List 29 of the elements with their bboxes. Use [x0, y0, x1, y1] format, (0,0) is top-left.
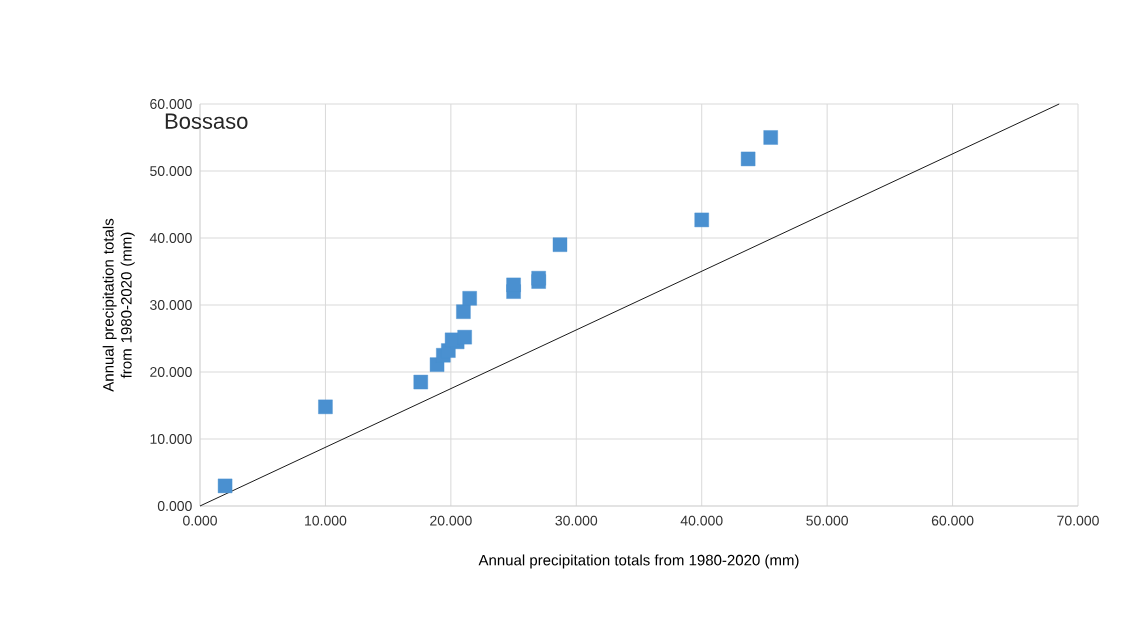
point	[217, 478, 233, 494]
point	[413, 374, 428, 390]
x-tick-label: 20.000	[430, 515, 472, 526]
x-tick-label: 50.000	[806, 515, 849, 526]
x-axis-title: Annual precipitation totals from 1980-2020 (mm)	[478, 554, 799, 569]
point	[457, 329, 472, 345]
chart-title: Bossaso	[165, 113, 248, 129]
y-tick-label: 50.000	[150, 166, 192, 176]
point	[506, 277, 521, 293]
x-tick-label: 40.000	[680, 515, 723, 526]
x-tick-label: 0.000	[183, 515, 217, 526]
y-tick-label: 0.000	[157, 501, 192, 511]
y-axis-title: Annual precipitation totals from 1980-2020 (mm)	[102, 218, 135, 392]
x-tick-label: 70.000	[1057, 515, 1099, 526]
point	[552, 237, 568, 252]
point	[694, 212, 709, 228]
x-tick-label: 30.000	[555, 515, 598, 526]
y-tick-label: 40.000	[149, 233, 192, 243]
x-tick-label: 10.000	[305, 515, 347, 526]
point	[462, 291, 477, 306]
point	[740, 151, 756, 167]
y-tick-label: 20.000	[150, 367, 192, 377]
x-tick-label: 60.000	[931, 515, 974, 526]
y-tick-label: 10.000	[150, 434, 192, 444]
y-tick-label: 60.000	[150, 99, 192, 109]
y-tick-label: 30.000	[150, 300, 192, 310]
point	[318, 399, 333, 415]
point	[456, 304, 471, 319]
point	[763, 130, 778, 145]
